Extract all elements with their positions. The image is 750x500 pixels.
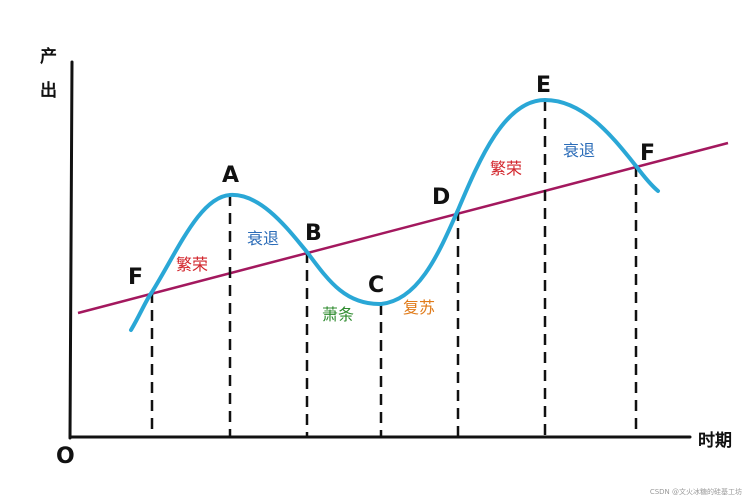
y-axis-label-bottom: 出 [40, 80, 57, 101]
x-axis-label: 时期 [698, 431, 732, 451]
point-label-b: B [305, 221, 322, 246]
phase-label-prosperity-1: 繁荣 [176, 255, 208, 274]
watermark-text: CSDN @文火冰糖的硅基工坊 [649, 488, 742, 496]
phase-label-recession-1: 衰退 [247, 229, 279, 248]
phase-label-prosperity-2: 繁荣 [490, 159, 522, 178]
point-label-f2: F [640, 141, 655, 166]
y-axis [68, 60, 74, 440]
y-axis-label-top: 产 [40, 46, 57, 67]
phase-label-recovery: 复苏 [403, 298, 435, 317]
point-label-e: E [536, 73, 551, 98]
point-label-c: C [368, 273, 384, 298]
phase-label-depression: 萧条 [322, 305, 354, 324]
point-label-d: D [432, 185, 450, 210]
dashed-guides [150, 100, 638, 436]
cycle-curve [129, 98, 660, 332]
phase-label-recession-2: 衰退 [563, 141, 595, 160]
origin-label: O [56, 444, 75, 469]
point-label-a: A [222, 163, 239, 188]
trend-line [77, 141, 729, 315]
point-label-f1: F [128, 265, 143, 290]
